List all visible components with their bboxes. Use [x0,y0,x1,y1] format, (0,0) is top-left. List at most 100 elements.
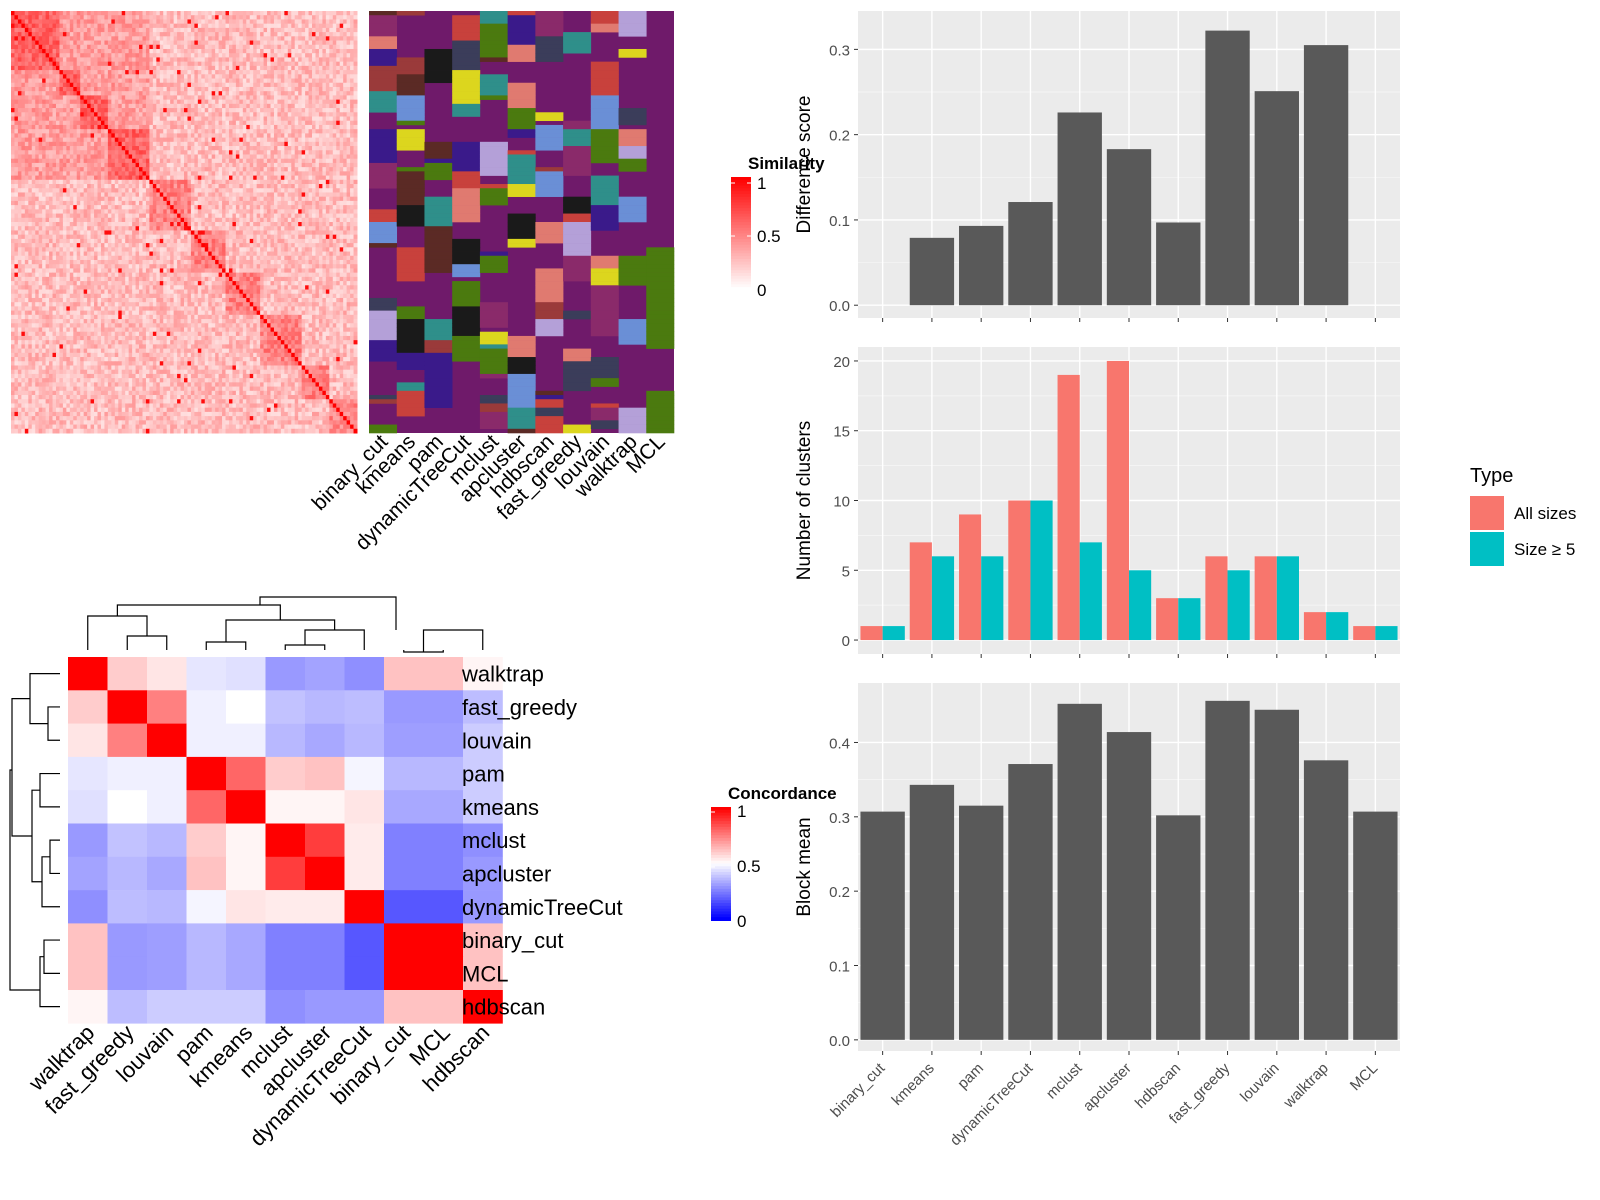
similarity-cell [149,175,154,181]
similarity-cell [87,74,92,80]
similarity-cell [350,86,355,92]
similarity-cell [353,78,358,84]
similarity-cell [142,95,147,101]
similarity-cell [232,158,237,164]
similarity-cell [325,196,330,202]
similarity-cell [35,103,40,109]
similarity-cell [294,74,299,80]
similarity-cell [287,11,292,16]
similarity-cell [298,57,303,63]
similarity-cell [177,192,182,198]
similarity-cell [256,23,261,29]
similarity-cell [301,175,306,181]
similarity-cell [83,192,88,198]
similarity-cell [104,154,109,160]
similarity-cell [114,184,119,189]
similarity-cell [83,44,88,50]
similarity-cell [149,188,154,193]
similarity-cell [346,15,351,20]
similarity-cell [312,154,316,160]
similarity-cell [305,133,310,139]
similarity-cell [35,86,40,92]
similarity-cell [163,158,168,164]
similarity-cell [350,146,355,151]
similarity-cell [166,70,171,75]
similarity-cell [263,205,268,210]
similarity-cell [159,108,164,113]
similarity-cell [97,27,102,33]
similarity-cell [90,141,95,147]
similarity-cell [152,82,157,88]
similarity-cell [14,188,19,193]
similarity-cell [17,124,22,130]
similarity-cell [301,162,306,168]
similarity-cell [270,23,275,29]
similarity-cell [291,19,296,25]
similarity-cell [45,15,50,20]
similarity-cell [145,171,150,177]
similarity-cell [246,205,251,210]
similarity-cell [83,116,88,122]
similarity-cell [312,108,316,113]
similarity-cell [332,78,337,84]
similarity-cell [121,70,126,75]
similarity-cell [163,48,168,54]
similarity-cell [128,36,133,42]
similarity-cell [107,120,112,126]
similarity-cell [291,217,296,223]
similarity-cell [350,103,355,109]
similarity-cell [201,78,206,84]
similarity-cell [215,133,220,139]
similarity-cell [21,192,26,198]
similarity-cell [62,99,67,105]
similarity-cell [73,116,78,122]
similarity-cell [332,188,337,193]
similarity-cell [73,103,78,109]
similarity-cell [270,179,275,185]
similarity-cell [128,167,133,172]
similarity-cell [114,150,119,155]
similarity-cell [62,61,67,67]
similarity-cell [125,129,130,134]
similarity-cell [100,171,105,177]
similarity-cell [343,78,348,84]
similarity-cell [94,74,98,80]
similarity-cell [197,205,202,210]
similarity-cell [139,217,143,223]
similarity-cell [83,171,88,177]
similarity-cell [156,146,161,151]
similarity-cell [180,36,185,42]
similarity-cell [215,192,220,198]
similarity-cell [239,11,244,16]
similarity-cell [353,137,358,143]
similarity-cell [336,133,341,139]
similarity-cell [215,61,220,67]
similarity-cell [100,74,105,80]
similarity-cell [21,95,26,101]
similarity-cell [291,192,296,198]
similarity-cell [194,129,199,134]
similarity-cell [45,179,50,185]
similarity-cell [118,188,123,193]
similarity-cell [114,162,119,168]
similarity-cell [294,103,299,109]
similarity-cell [204,15,209,20]
similarity-cell [149,154,154,160]
similarity-cell [336,86,341,92]
similarity-cell [62,158,67,164]
similarity-cell [104,61,109,67]
similarity-cell [90,171,95,177]
similarity-cell [170,48,175,54]
similarity-cell [45,112,50,117]
similarity-cell [305,213,310,219]
similarity-cell [277,108,282,113]
similarity-cell [111,11,116,16]
similarity-cell [66,196,71,202]
similarity-cell [353,74,358,80]
similarity-cell [45,95,50,101]
similarity-cell [208,65,213,71]
similarity-cell [194,99,199,105]
similarity-cell [273,158,278,164]
similarity-cell [235,175,240,181]
similarity-cell [263,82,268,88]
